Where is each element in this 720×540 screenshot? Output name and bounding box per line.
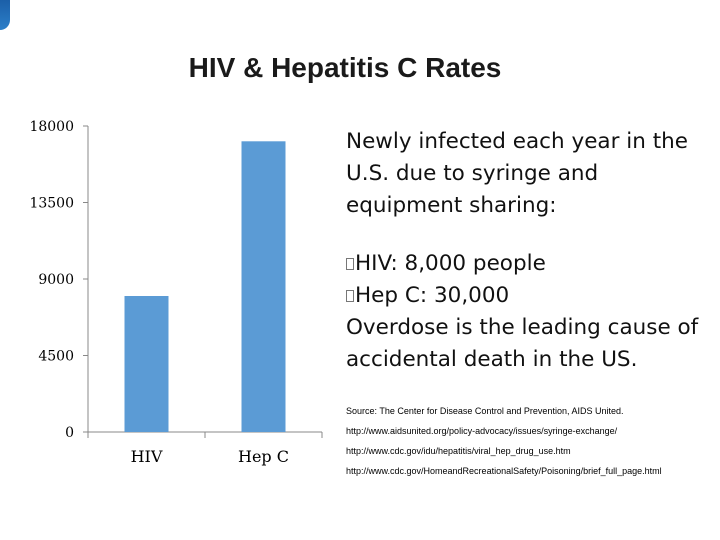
y-tick-label: 0 [65,425,74,441]
description-block: Newly infected each year in the U.S. due… [346,126,716,376]
bullet-marker-icon [346,290,354,302]
bar-hep-c [241,141,286,433]
sources-block: Source: The Center for Disease Control a… [346,406,718,486]
y-tick-label: 18000 [29,119,74,135]
x-tick-label: Hep C [238,447,289,466]
x-tick-label: HIV [131,447,163,466]
bullet-hepc: Hep C: 30,000 [346,280,716,312]
bar-chart: 0 4500 9000 13500 18000 HIV Hep C [29,119,323,466]
y-tick-label: 9000 [38,272,74,288]
slide-title: HIV & Hepatitis C Rates [188,52,502,83]
source-link-cdc-poisoning[interactable]: http://www.cdc.gov/HomeandRecreationalSa… [346,466,662,476]
bar-hiv [124,296,169,432]
bullet-marker-icon [346,258,354,270]
bullet-hiv: HIV: 8,000 people [346,248,716,280]
description-closing: Overdose is the leading cause of acciden… [346,315,699,372]
slide-corner-accent [0,0,10,30]
source-link-aidsunited[interactable]: http://www.aidsunited.org/policy-advocac… [346,426,618,436]
description-intro: Newly infected each year in the U.S. due… [346,129,688,218]
source-link-cdc-hepatitis[interactable]: http://www.cdc.gov/idu/hepatitis/viral_h… [346,446,571,456]
bullet-hepc-text: Hep C: 30,000 [355,283,510,308]
y-tick-label: 13500 [29,196,74,212]
bullet-hiv-text: HIV: 8,000 people [355,251,546,276]
y-tick-label: 4500 [38,349,74,365]
source-credit: Source: The Center for Disease Control a… [346,406,624,416]
